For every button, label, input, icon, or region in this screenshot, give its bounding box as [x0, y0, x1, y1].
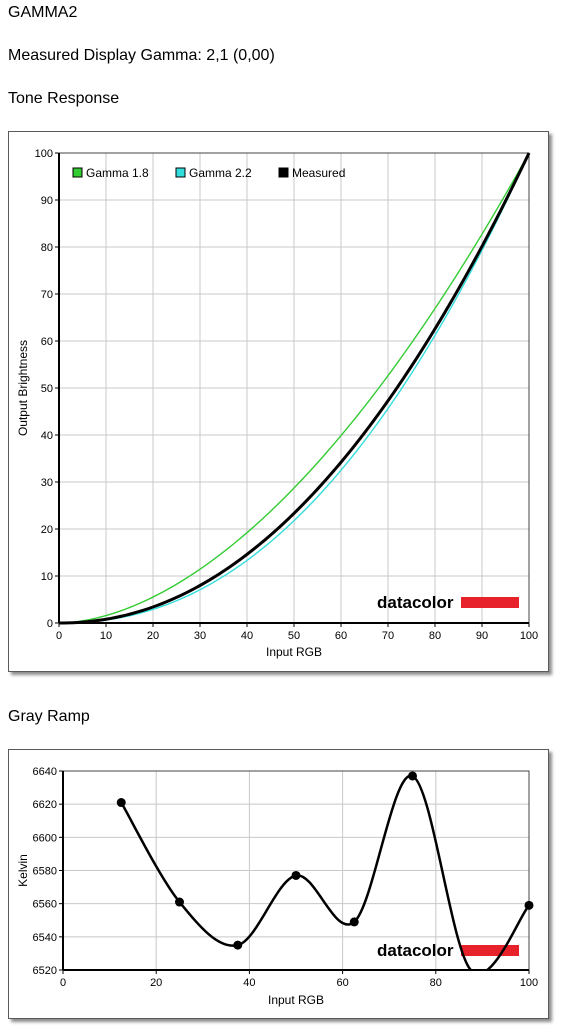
- y-tick-label: 100: [35, 148, 53, 160]
- kelvin-point: [291, 870, 301, 880]
- x-tick-label: 100: [520, 977, 538, 989]
- kelvin-point: [116, 798, 126, 808]
- x-axis-label: Input RGB: [268, 993, 324, 1007]
- legend-label: Gamma 1.8: [86, 166, 149, 180]
- y-tick-label: 30: [41, 477, 53, 489]
- x-tick-label: 30: [194, 630, 206, 642]
- tone-response-chart: 0 10 20 30 40 50 60 70 80 90 100 0 10 20 30 40 50 60 70 80 9…: [8, 131, 549, 672]
- x-tick-label: 0: [60, 977, 66, 989]
- gray-ramp-heading: Gray Ramp: [8, 708, 90, 725]
- y-axis-label: Output Brightness: [16, 340, 30, 436]
- y-tick-label: 10: [41, 571, 53, 583]
- x-tick-label: 20: [150, 977, 162, 989]
- x-tick-label: 90: [476, 630, 488, 642]
- legend-label: Gamma 2.2: [189, 166, 252, 180]
- y-tick-label: 40: [41, 430, 53, 442]
- y-tick-label: 0: [47, 618, 53, 630]
- y-tick-label: 6540: [33, 932, 57, 944]
- y-tick-label: 6560: [33, 899, 57, 911]
- series-line-gamma-2-2: [58, 152, 530, 624]
- x-tick-label: 60: [336, 977, 348, 989]
- x-tick-label: 10: [100, 630, 112, 642]
- y-tick-label: 70: [41, 289, 53, 301]
- x-tick-label: 40: [241, 630, 253, 642]
- kelvin-point: [524, 900, 534, 910]
- gamma-summary: Measured Display Gamma: 2,1 (0,00): [8, 47, 275, 64]
- datacolor-logo-bar: [461, 597, 519, 608]
- profile-name: GAMMA2: [8, 4, 78, 21]
- tone-response-heading: Tone Response: [8, 90, 120, 107]
- y-tick-label: 20: [41, 524, 53, 536]
- x-tick-label: 40: [243, 977, 255, 989]
- gray-ramp-svg: 0 20 40 60 80 100 6520 6540 6560 6580 6600 6620 6640…: [16, 766, 538, 1007]
- datacolor-logo-text: datacolor: [377, 941, 454, 960]
- legend-swatch: [72, 167, 83, 178]
- x-tick-label: 80: [429, 630, 441, 642]
- series-line-measured: [58, 152, 531, 625]
- legend-swatch: [175, 167, 186, 178]
- y-tick-label: 60: [41, 336, 53, 348]
- legend-swatch: [278, 167, 289, 178]
- datacolor-logo-bar: [461, 945, 519, 956]
- tone-response-svg: 0 10 20 30 40 50 60 70 80 90 100 0 10 20 30 40 50 60 70 80 9…: [16, 148, 538, 659]
- x-tick-label: 20: [147, 630, 159, 642]
- y-tick-label: 90: [41, 195, 53, 207]
- x-tick-label: 60: [335, 630, 347, 642]
- datacolor-logo-text: datacolor: [377, 593, 454, 612]
- series-line-gamma-1-8: [58, 152, 530, 624]
- y-tick-label: 6520: [33, 965, 57, 977]
- y-axis-label: Kelvin: [16, 854, 30, 887]
- y-tick-label: 6620: [33, 799, 57, 811]
- kelvin-curve: [120, 774, 529, 970]
- x-tick-label: 80: [430, 977, 442, 989]
- x-axis-label: Input RGB: [266, 645, 322, 659]
- y-tick-label: 50: [41, 383, 53, 395]
- kelvin-point: [408, 771, 417, 781]
- y-tick-label: 80: [41, 242, 53, 254]
- kelvin-point: [349, 917, 359, 927]
- x-tick-label: 0: [56, 630, 62, 642]
- kelvin-point: [233, 940, 243, 950]
- gray-ramp-chart: 0 20 40 60 80 100 6520 6540 6560 6580 6600 6620 6640…: [8, 749, 549, 1019]
- x-tick-label: 70: [382, 630, 394, 642]
- x-tick-label: 50: [288, 630, 300, 642]
- kelvin-point: [175, 897, 184, 907]
- legend-label: Measured: [292, 166, 345, 180]
- x-tick-label: 100: [520, 630, 538, 642]
- y-tick-label: 6640: [33, 766, 57, 778]
- y-tick-label: 6580: [33, 866, 57, 878]
- y-tick-label: 6600: [33, 832, 57, 844]
